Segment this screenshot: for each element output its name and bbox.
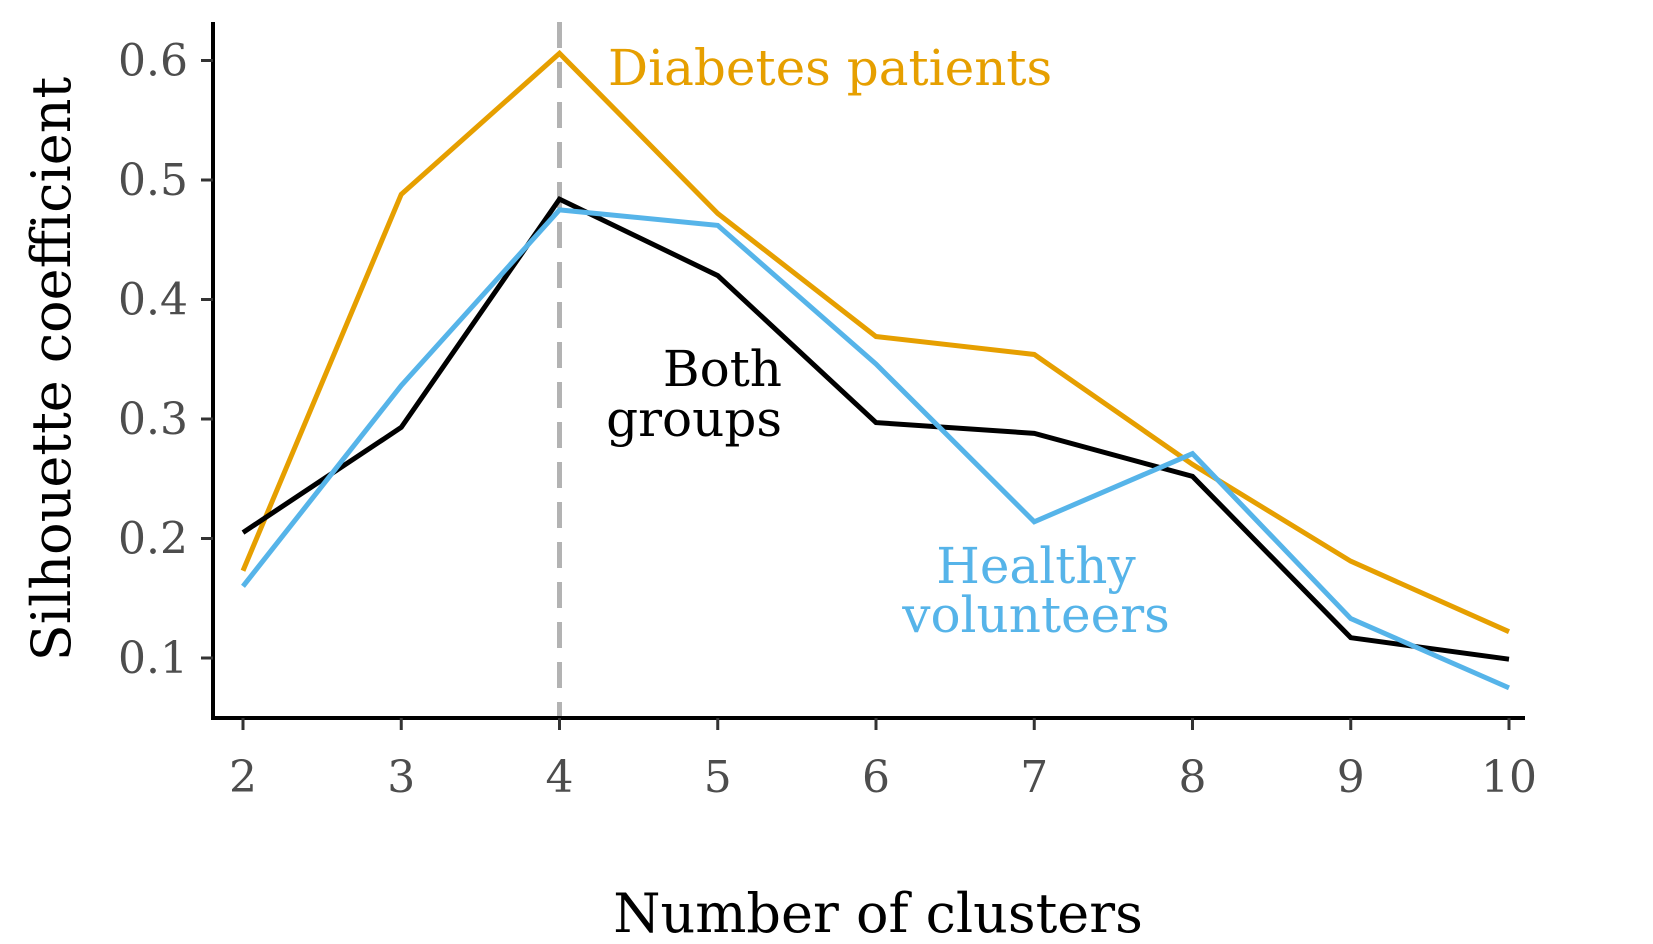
x-tick-label-7: 7 <box>1020 752 1048 803</box>
series-line-healthy-volunteers <box>241 207 1511 691</box>
x-tick-label-2: 2 <box>229 752 257 803</box>
series-line-both-groups <box>241 195 1510 662</box>
y-tick-label-0.2: 0.2 <box>118 514 188 565</box>
diabetes-annotation: Diabetes patients <box>608 39 1052 97</box>
x-tick-label-8: 8 <box>1179 752 1207 803</box>
x-tick-label-6: 6 <box>862 752 890 803</box>
y-axis-title: Silhouette coefficient <box>20 77 83 662</box>
plot-area <box>240 22 1511 718</box>
x-axis-title: Number of clusters <box>613 882 1143 944</box>
x-tick-label-9: 9 <box>1337 752 1365 803</box>
both-groups-annotation-line1: Both <box>663 340 782 398</box>
x-tick-label-5: 5 <box>704 752 732 803</box>
axes: 2 3 4 5 6 7 8 9 10 0.1 0.2 0.3 0.4 0.5 0.6 <box>118 22 1537 803</box>
healthy-annotation-line2: volunteers <box>901 586 1170 644</box>
y-tick-label-0.5: 0.5 <box>118 155 188 206</box>
both-groups-annotation-line2: groups <box>606 390 782 448</box>
y-tick-label-0.1: 0.1 <box>118 633 188 684</box>
y-tick-label-0.6: 0.6 <box>118 36 188 87</box>
x-tick-label-4: 4 <box>546 752 574 803</box>
y-tick-label-0.4: 0.4 <box>118 275 188 326</box>
series-line-diabetes-patients <box>240 49 1511 634</box>
x-tick-label-10: 10 <box>1481 752 1537 803</box>
y-tick-label-0.3: 0.3 <box>118 394 188 445</box>
healthy-annotation-line1: Healthy <box>936 537 1136 595</box>
x-tick-label-3: 3 <box>387 752 415 803</box>
